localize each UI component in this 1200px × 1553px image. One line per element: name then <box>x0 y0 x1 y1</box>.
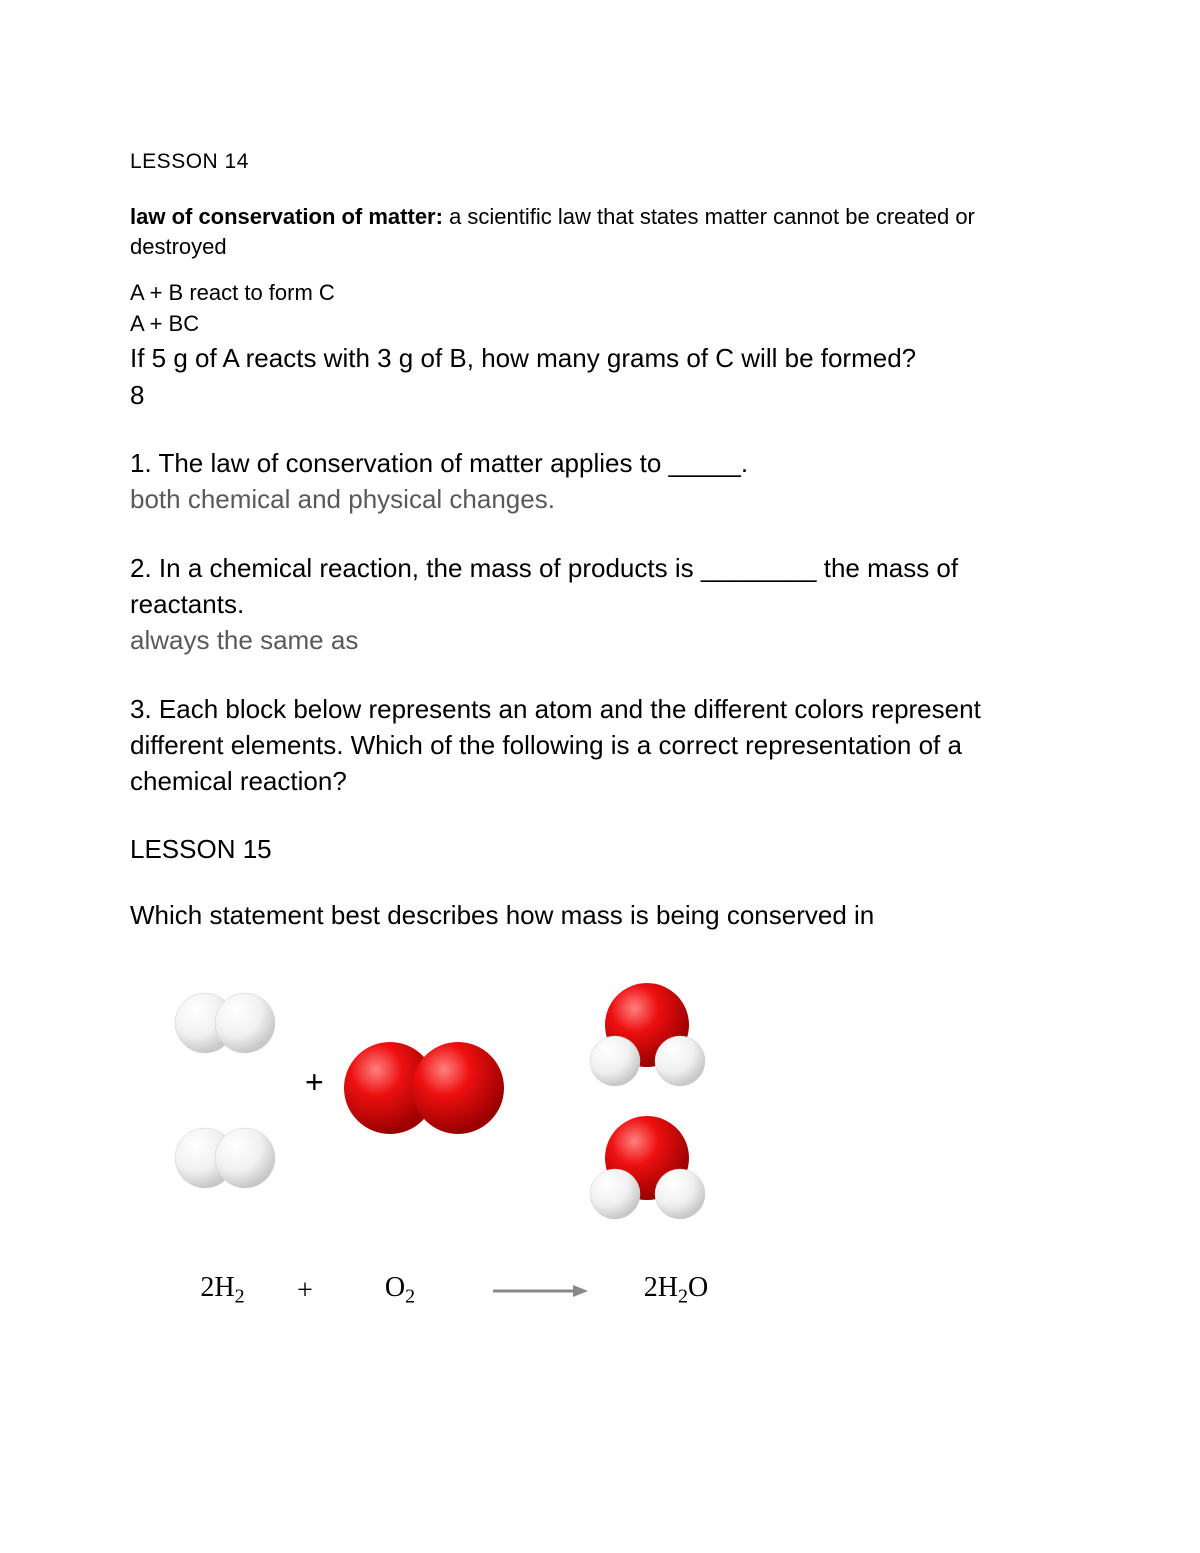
lesson-14-label: LESSON 14 <box>130 150 1070 174</box>
molecule-diagram: + 2H2 + O2 2H2O <box>150 983 1070 1309</box>
h2-molecule-bottom <box>175 1128 275 1188</box>
h2-molecule-top <box>175 993 275 1053</box>
arrow-icon <box>493 1281 588 1301</box>
molecule-svg: + <box>150 983 850 1243</box>
eq-2h2o: 2H2O <box>616 1272 736 1309</box>
definition-block: law of conservation of matter: a scienti… <box>130 202 1070 261</box>
question-2-text: 2. In a chemical reaction, the mass of p… <box>130 550 1070 623</box>
eq-2h2: 2H2 <box>170 1272 275 1309</box>
o2-molecule <box>344 1042 504 1134</box>
question-2-block: 2. In a chemical reaction, the mass of p… <box>130 550 1070 659</box>
reaction-line-1: A + B react to form C <box>130 279 1070 308</box>
definition-term: law of conservation of matter: <box>130 204 443 229</box>
question-3-block: 3. Each block below represents an atom a… <box>130 691 1070 800</box>
plus-icon: + <box>305 1064 324 1100</box>
question-1-text: 1. The law of conservation of matter app… <box>130 445 1070 481</box>
reaction-line-2: A + BC <box>130 310 1070 339</box>
question-1-answer: both chemical and physical changes. <box>130 481 1070 517</box>
lesson-15-label: LESSON 15 <box>130 834 1070 865</box>
chemical-equation: 2H2 + O2 2H2O <box>170 1272 1070 1309</box>
h2o-molecule-bottom <box>590 1116 705 1219</box>
mass-answer: 8 <box>130 378 1070 413</box>
question-2-answer: always the same as <box>130 622 1070 658</box>
eq-o2: O2 <box>335 1272 465 1309</box>
lesson-15-question: Which statement best describes how mass … <box>130 897 1070 933</box>
question-3-text: 3. Each block below represents an atom a… <box>130 691 1070 800</box>
h2o-molecule-top <box>590 983 705 1086</box>
question-1-block: 1. The law of conservation of matter app… <box>130 445 1070 518</box>
mass-question: If 5 g of A reacts with 3 g of B, how ma… <box>130 341 1070 376</box>
eq-plus: + <box>275 1275 335 1307</box>
